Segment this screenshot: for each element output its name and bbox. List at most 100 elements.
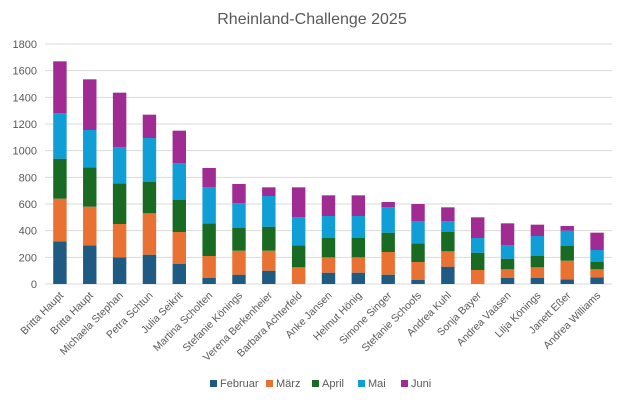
bar-segment (172, 232, 187, 264)
y-tick-label: 400 (19, 226, 37, 238)
bar-segment (232, 274, 246, 284)
bar-segment (172, 163, 187, 200)
bar-segment (470, 238, 485, 253)
legend-label: März (276, 378, 300, 390)
bar-segment (470, 217, 485, 238)
bar-segment (321, 257, 336, 273)
legend-label: Juni (411, 378, 431, 390)
y-tick-label: 200 (19, 252, 37, 264)
legend-swatch (266, 380, 273, 387)
legend: Februar März April Mai Juni (210, 378, 431, 390)
bar-segment (142, 114, 157, 138)
bar-segment (112, 224, 127, 258)
legend-label: Februar (220, 378, 259, 390)
bar-segment (112, 92, 127, 148)
y-tick-label: 1400 (13, 92, 37, 104)
bar-segment (321, 272, 336, 284)
bar-segment (202, 187, 216, 224)
legend-swatch (401, 380, 408, 387)
bar-segment (83, 79, 97, 130)
bar-segment (53, 158, 67, 199)
bar-segment (83, 130, 97, 168)
bar-segment (441, 266, 455, 284)
bar-segment (142, 254, 157, 284)
bar-segment (381, 202, 395, 208)
bar-segment (470, 252, 485, 270)
bar-segment (560, 279, 574, 284)
bar-segment (112, 147, 127, 184)
legend-swatch (312, 380, 319, 387)
bar-segment (500, 258, 515, 270)
bar-segment (351, 216, 366, 238)
bar-segment (83, 245, 97, 284)
y-tick-label: 0 (31, 279, 37, 291)
bar-segment (441, 221, 455, 232)
bar-segment (232, 228, 246, 251)
bar-segment (53, 61, 67, 114)
bar-segment (53, 198, 67, 242)
bar-segment (232, 250, 246, 275)
bar-segment (381, 207, 395, 233)
bar-segment (112, 257, 127, 284)
chart-title: Rheinland-Challenge 2025 (217, 11, 407, 28)
bar-segment (321, 238, 336, 258)
bar-segment (202, 223, 216, 256)
bar-segment (291, 187, 306, 218)
bar-segment (202, 256, 216, 278)
legend-label: April (322, 378, 344, 390)
bar-segment (381, 232, 395, 252)
bar-segment (83, 206, 97, 246)
bar-segment (530, 224, 545, 236)
bar-segment (262, 187, 276, 196)
bar-segment (590, 262, 604, 270)
bar-segment (262, 270, 276, 284)
y-tick-label: 1600 (13, 66, 37, 78)
bar-segment (262, 226, 276, 251)
gridlines (45, 43, 612, 285)
bar-segment (411, 280, 425, 284)
legend-label: Mai (368, 378, 386, 390)
bar-segment (590, 250, 604, 262)
bar-segment (560, 246, 574, 261)
bar-segment (560, 230, 574, 246)
bar-segment (112, 183, 127, 224)
bar-segment (500, 223, 515, 246)
bar-segment (142, 182, 157, 214)
bar-segment (291, 217, 306, 246)
bar-segment (381, 274, 395, 284)
bar-segment (262, 250, 276, 271)
bar-segment (53, 113, 67, 159)
bar-segment (262, 196, 276, 227)
bar-segment (470, 270, 485, 284)
bar-segment (202, 278, 216, 284)
bar-segment (232, 184, 246, 204)
bar-segment (560, 260, 574, 280)
bar-segment (291, 267, 306, 284)
bar-segment (590, 232, 604, 250)
bar-segment (411, 221, 425, 244)
bar-segment (530, 236, 545, 256)
bar-segment (351, 272, 366, 284)
y-axis-ticks: 0 200 400 600 800 1000 1200 1400 1600 1800 (13, 39, 37, 291)
legend-swatch (210, 380, 217, 387)
y-tick-label: 1800 (13, 39, 37, 51)
bar-segment (500, 269, 515, 278)
bar-segment (590, 277, 604, 284)
bar-segment (172, 200, 187, 232)
bar-segment (53, 241, 67, 284)
bar-segment (441, 232, 455, 252)
bar-segment (530, 256, 545, 268)
bar-segment (411, 262, 425, 280)
bar-segment (83, 167, 97, 207)
legend-swatch (358, 380, 365, 387)
bar-segment (232, 203, 246, 228)
y-tick-label: 1000 (13, 146, 37, 158)
bar-segment (590, 269, 604, 278)
bar-segment (411, 243, 425, 262)
bar-segment (351, 238, 366, 258)
bar-segment (351, 195, 366, 216)
bar-segment (530, 278, 545, 284)
